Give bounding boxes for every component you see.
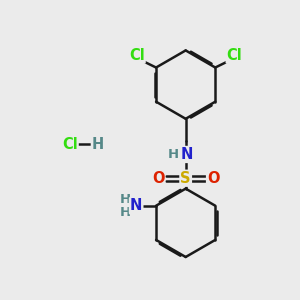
Text: S: S: [180, 171, 191, 186]
Text: N: N: [130, 198, 142, 213]
Text: O: O: [207, 171, 220, 186]
Text: H: H: [168, 148, 179, 161]
Text: H: H: [92, 136, 104, 152]
Text: O: O: [152, 171, 164, 186]
Text: Cl: Cl: [227, 47, 242, 62]
Text: H: H: [120, 206, 131, 219]
Text: H: H: [120, 193, 131, 206]
Text: Cl: Cl: [62, 136, 78, 152]
Text: Cl: Cl: [129, 47, 145, 62]
Text: N: N: [181, 147, 193, 162]
